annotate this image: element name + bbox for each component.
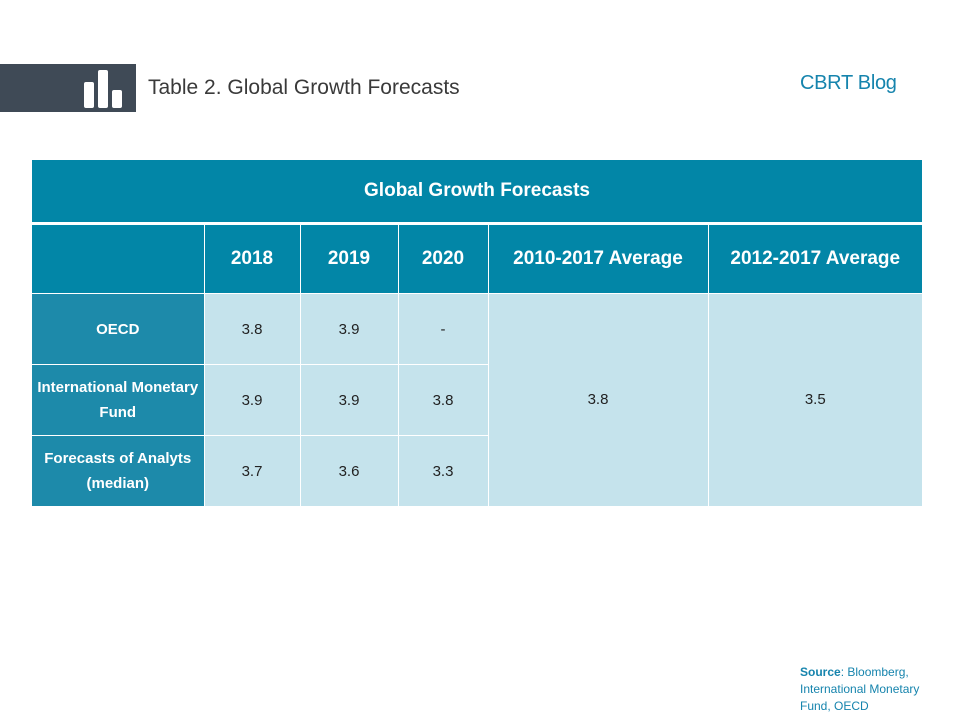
table-row: OECD 3.8 3.9 - 3.8 3.5 — [32, 293, 922, 507]
row-label-analysts: Forecasts of Analyts (median) — [32, 435, 205, 506]
column-header-2020: 2020 — [398, 223, 489, 294]
row-label-imf: International Monetary Fund — [32, 364, 205, 436]
bar-chart-icon — [84, 70, 124, 108]
table-cell: 3.9 — [300, 364, 399, 436]
source-text: : Bloomberg, International Monetary Fund… — [800, 665, 920, 713]
page-title: Table 2. Global Growth Forecasts — [148, 76, 460, 100]
source-note: Source: Bloomberg, International Monetar… — [800, 664, 950, 715]
table-title: Global Growth Forecasts — [32, 160, 922, 225]
table-cell: 3.9 — [204, 364, 301, 436]
avg-2010-2017-cell: 3.8 — [488, 293, 709, 507]
page-title-text: Global Growth Forecasts — [221, 76, 460, 99]
header-bar — [0, 64, 136, 112]
table-header-row: 2018 2019 2020 2010-2017 Average 2012-20… — [32, 223, 922, 294]
source-label: Source — [800, 665, 841, 679]
table-row: Forecasts of Analyts (median) 3.7 3.6 3.… — [32, 435, 922, 506]
table-cell: 3.8 — [398, 364, 489, 436]
table-cell: 3.7 — [204, 435, 301, 506]
page-title-prefix: Table 2. — [148, 76, 222, 99]
forecast-table-container: Global Growth Forecasts 2018 2019 2020 2… — [32, 160, 922, 507]
column-header-2019: 2019 — [300, 223, 399, 294]
column-header-avg-2010-2017: 2010-2017 Average — [488, 223, 709, 294]
table-cell: - — [398, 293, 489, 365]
table-title-row: Global Growth Forecasts — [32, 160, 922, 225]
column-header-blank — [32, 223, 205, 294]
avg-2012-2017-cell: 3.5 — [708, 293, 922, 507]
table-cell: 3.9 — [300, 293, 399, 365]
table-cell: 3.6 — [300, 435, 399, 506]
forecast-table: Global Growth Forecasts 2018 2019 2020 2… — [32, 160, 922, 507]
column-header-2018: 2018 — [204, 223, 301, 294]
table-cell: 3.8 — [204, 293, 301, 365]
table-row: International Monetary Fund 3.9 3.9 3.8 — [32, 364, 922, 436]
column-header-avg-2012-2017: 2012-2017 Average — [708, 223, 922, 294]
row-label-oecd: OECD — [32, 293, 205, 365]
brand-logo-text: CBRT Blog — [800, 72, 897, 94]
table-cell: 3.3 — [398, 435, 489, 506]
